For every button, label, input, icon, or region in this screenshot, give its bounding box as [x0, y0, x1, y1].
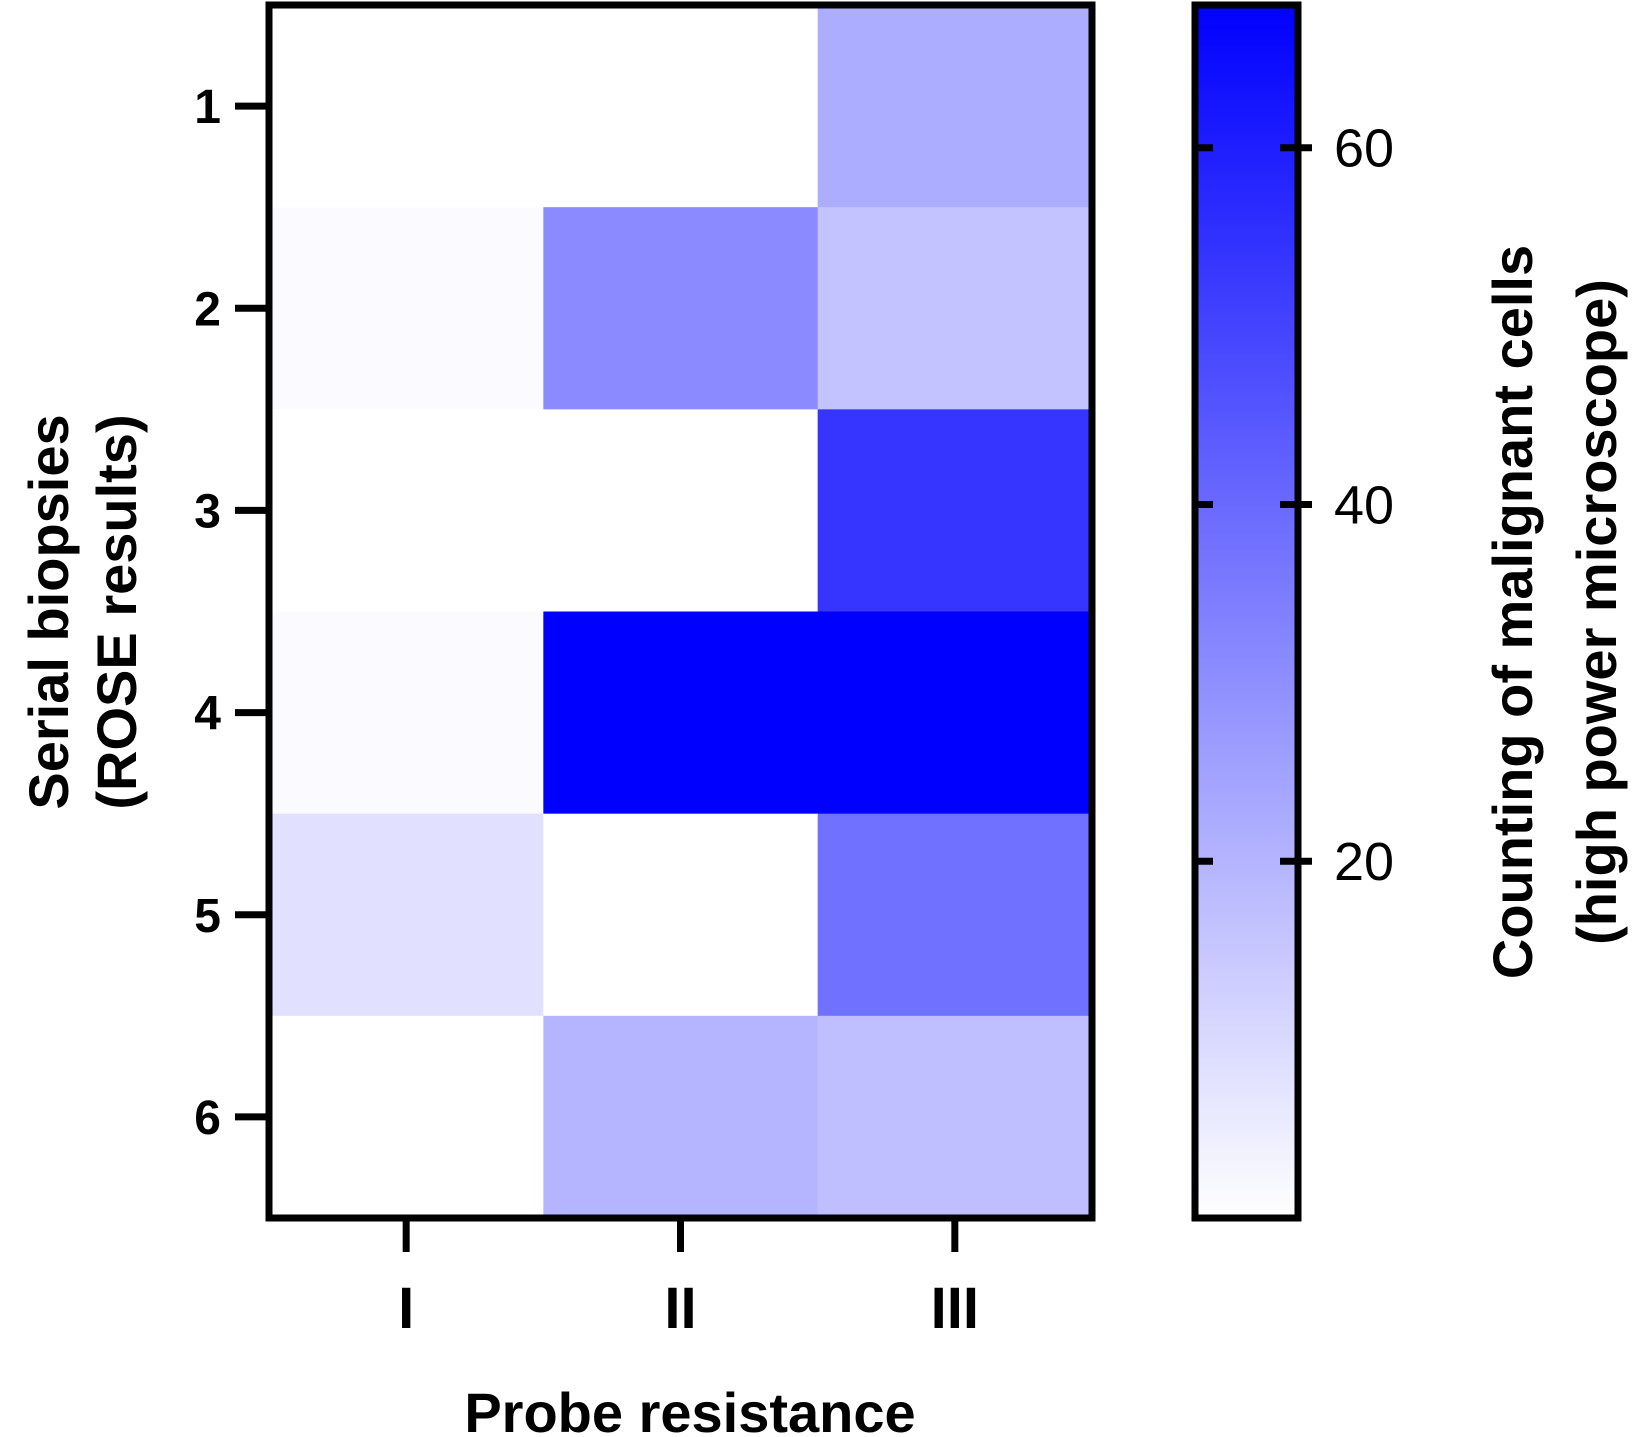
heatmap-cell-r4-cIII: [817, 611, 1093, 815]
heatmap-cell-r1-cIII: [817, 5, 1093, 208]
heatmap-cell-r6-cI: [269, 1015, 544, 1219]
colorbar-title-line-1: Counting of malignant cells: [1481, 245, 1544, 979]
heatmap-cell-r5-cII: [543, 813, 819, 1017]
y-tick-label: 1: [194, 81, 221, 134]
y-tick-label: 6: [194, 1092, 221, 1145]
heatmap-cell-r3-cIII: [817, 409, 1093, 612]
y-axis-title-line-2: (ROSE results): [85, 414, 148, 809]
heatmap-cell-r3-cI: [269, 409, 544, 612]
heatmap-cell-r2-cIII: [817, 207, 1093, 410]
y-tick-label: 2: [194, 283, 221, 336]
x-axis-ticks: I II III: [398, 1218, 979, 1341]
heatmap-cell-r3-cII: [543, 409, 819, 612]
colorbar-tick-label: 20: [1334, 832, 1394, 892]
heatmap-cell-r6-cII: [543, 1015, 819, 1219]
x-tick-label: I: [398, 1276, 414, 1341]
x-tick-label: III: [931, 1276, 979, 1341]
heatmap-cell-r1-cII: [543, 5, 819, 208]
y-tick-label: 3: [194, 485, 221, 538]
y-axis-title-line-1: Serial biopsies: [17, 414, 80, 809]
colorbar-tick-label: 60: [1334, 119, 1394, 179]
heatmap-cell-r6-cIII: [817, 1015, 1093, 1219]
heatmap-cell-r2-cII: [543, 207, 819, 410]
y-tick-label: 4: [194, 688, 221, 741]
colorbar-ticks: 20 40 60: [1195, 119, 1394, 892]
heatmap-cell-r1-cI: [269, 5, 544, 208]
heatmap-cell-r2-cI: [269, 207, 544, 410]
heatmap-cell-r5-cIII: [817, 813, 1093, 1017]
x-axis-title: Probe resistance: [464, 1381, 915, 1437]
colorbar-title-line-2: (high power microscope): [1565, 279, 1628, 945]
heatmap-cell-r4-cII: [543, 611, 819, 815]
x-tick-label: II: [664, 1276, 696, 1341]
heatmap-cell-r5-cI: [269, 813, 544, 1017]
colorbar-tick-label: 40: [1334, 475, 1394, 535]
heatmap-cells: [269, 5, 1093, 1219]
heatmap-cell-r4-cI: [269, 611, 544, 815]
colorbar: [1191, 1, 1302, 1222]
y-tick-label: 5: [194, 890, 221, 943]
y-axis-ticks: 1 2 3 4 5 6: [194, 81, 269, 1145]
